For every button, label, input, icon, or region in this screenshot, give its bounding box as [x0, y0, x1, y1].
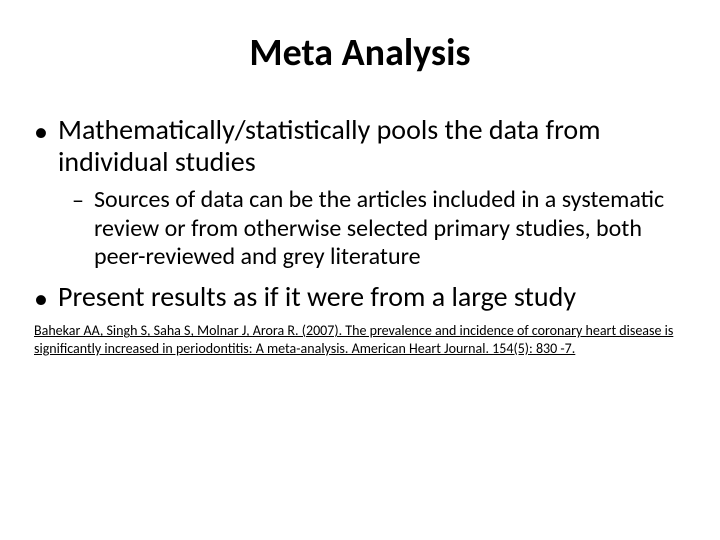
bullet-level1: • Mathematically/statistically pools the… — [30, 114, 690, 178]
bullet-marker: • — [30, 281, 58, 316]
slide-title: Meta Analysis — [30, 30, 690, 76]
bullet-marker: – — [72, 186, 94, 215]
bullet-level1: • Present results as if it were from a l… — [30, 281, 690, 316]
bullet-text: Mathematically/statistically pools the d… — [58, 114, 690, 178]
bullet-text: Present results as if it were from a lar… — [58, 281, 690, 313]
bullet-text: Sources of data can be the articles incl… — [94, 186, 690, 271]
bullet-marker: • — [30, 114, 58, 149]
bullet-level2: – Sources of data can be the articles in… — [30, 186, 690, 271]
citation-text: Bahekar AA, Singh S, Saha S, Molnar J, A… — [30, 322, 690, 357]
slide: Meta Analysis • Mathematically/statistic… — [0, 0, 720, 540]
